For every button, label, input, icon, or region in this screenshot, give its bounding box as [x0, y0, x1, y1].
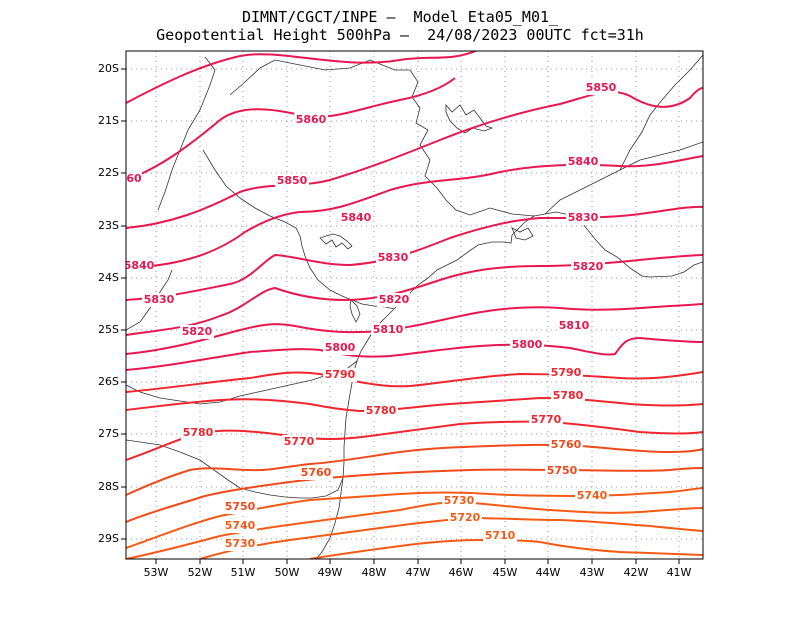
contour-label: 5800 — [325, 341, 356, 354]
contour-label: 5740 — [225, 519, 256, 532]
map-title-line1: DIMNT/CGCT/INPE – Model Eta05_M01_ — [241, 8, 559, 26]
contour-5860-north — [126, 51, 479, 104]
state-boundary-west — [157, 109, 201, 211]
contour-label: 5820 — [379, 293, 410, 306]
lon-label: 51W — [231, 566, 256, 579]
contour-5850 — [126, 87, 703, 229]
contour-label: 5760 — [551, 438, 582, 451]
plot-frame — [125, 50, 704, 560]
contour-5800 — [126, 336, 703, 371]
contour-label: 5830 — [378, 251, 409, 264]
state-boundary-mg-rj — [544, 141, 703, 215]
contour-label: 5800 — [512, 338, 543, 351]
contour-label: 5710 — [485, 529, 516, 542]
state-boundary-sp-pr — [202, 149, 395, 310]
lake-features — [319, 103, 534, 323]
lon-label: 43W — [580, 566, 605, 579]
contour-lines — [126, 51, 703, 559]
state-boundary-sc-rs — [126, 439, 344, 499]
lon-label: 47W — [406, 566, 431, 579]
contour-label: 5730 — [225, 537, 256, 550]
grid-lines — [126, 51, 703, 559]
lon-label: 41W — [667, 566, 692, 579]
lat-label: 26S — [98, 375, 119, 388]
contour-label: 5820 — [573, 260, 604, 273]
lat-label: 27S — [98, 427, 119, 440]
contour-5780 — [126, 396, 703, 413]
contour-label: 5860 — [296, 113, 327, 126]
contour-label: 5780 — [553, 389, 584, 402]
lon-label: 53W — [144, 566, 169, 579]
contour-label: 5750 — [225, 500, 256, 513]
coastline-and-borders — [126, 54, 703, 559]
contour-label: 5790 — [325, 368, 356, 381]
contour-label: 5840 — [341, 211, 372, 224]
state-boundary-go — [229, 59, 410, 96]
contour-label: 5830 — [568, 211, 599, 224]
contour-label: 5770 — [531, 413, 562, 426]
lon-label: 50W — [275, 566, 300, 579]
contour-label: 5760 — [301, 466, 332, 479]
latitude-labels: 20S 21S 22S 23S 24S 25S 26S 27S 28S 29S — [98, 62, 119, 545]
contour-label: 5780 — [366, 404, 397, 417]
contour-5790 — [126, 371, 703, 393]
lat-label: 29S — [98, 532, 119, 545]
contour-5810 — [126, 303, 703, 355]
contour-5830 — [126, 205, 703, 301]
contour-5820 — [126, 254, 703, 336]
contour-labels: 5850 5860 5840 60 5850 5830 5840 5820 58… — [124, 81, 618, 551]
lon-label: 49W — [318, 566, 343, 579]
axis-ticks — [121, 68, 680, 564]
lat-label: 23S — [98, 219, 119, 232]
lon-label: 44W — [536, 566, 561, 579]
contour-label: 5780 — [183, 426, 214, 439]
lon-label: 52W — [188, 566, 213, 579]
contour-label: 5730 — [444, 494, 475, 507]
reservoir-center — [319, 233, 353, 250]
contour-label: 5850 — [586, 81, 617, 94]
contour-5750 — [126, 467, 703, 523]
lon-label: 42W — [624, 566, 649, 579]
contour-label: 5720 — [450, 511, 481, 524]
contour-5730 — [126, 500, 703, 559]
state-boundary-top — [199, 56, 216, 111]
lat-label: 25S — [98, 323, 119, 336]
lon-label: 48W — [362, 566, 387, 579]
lat-label: 22S — [98, 166, 119, 179]
contour-label: 5770 — [284, 435, 315, 448]
lon-label: 45W — [493, 566, 518, 579]
state-boundary-es — [619, 54, 703, 171]
state-boundary-ne — [409, 69, 535, 217]
contour-label: 5850 — [277, 174, 308, 187]
contour-label: 5830 — [144, 293, 175, 306]
contour-5760 — [126, 443, 703, 496]
contour-label: 60 — [126, 172, 142, 185]
contour-label: 5820 — [182, 325, 213, 338]
contour-label: 5840 — [124, 259, 155, 272]
lagoon — [349, 299, 361, 323]
reservoir-east — [511, 227, 534, 241]
contour-label: 5810 — [373, 323, 404, 336]
contour-label: 5740 — [577, 489, 608, 502]
contour-5860 — [126, 77, 456, 181]
longitude-labels: 53W 52W 51W 50W 49W 48W 47W 46W 45W 44W … — [144, 566, 692, 579]
lon-label: 46W — [449, 566, 474, 579]
contour-label: 5810 — [559, 319, 590, 332]
contour-label: 5750 — [547, 464, 578, 477]
lat-label: 20S — [98, 62, 119, 75]
reservoir-north — [445, 103, 494, 134]
map-title-line2: Geopotential Height 500hPa – 24/08/2023 … — [156, 26, 644, 44]
lat-label: 28S — [98, 480, 119, 493]
lat-label: 24S — [98, 271, 119, 284]
contour-label: 5790 — [551, 366, 582, 379]
contour-5740 — [126, 487, 703, 549]
contour-label: 5840 — [568, 155, 599, 168]
contour-5840 — [126, 155, 703, 269]
lat-label: 21S — [98, 114, 119, 127]
